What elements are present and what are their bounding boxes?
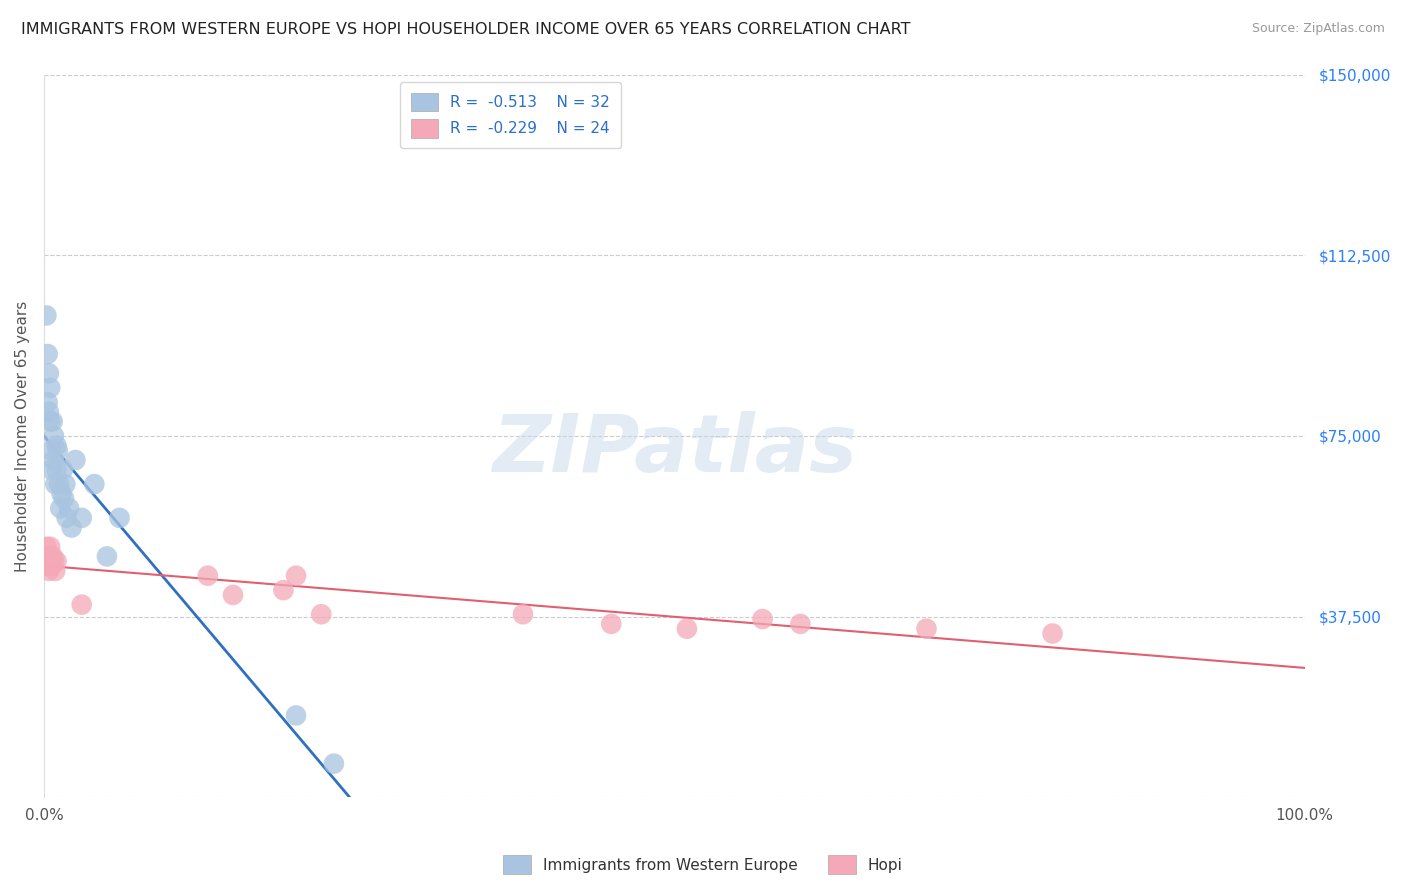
Legend: Immigrants from Western Europe, Hopi: Immigrants from Western Europe, Hopi xyxy=(498,849,908,880)
Point xyxy=(273,583,295,598)
Point xyxy=(44,564,66,578)
Point xyxy=(789,616,811,631)
Point xyxy=(44,477,66,491)
Point xyxy=(37,395,59,409)
Point xyxy=(65,453,87,467)
Point xyxy=(222,588,245,602)
Point xyxy=(46,443,69,458)
Point xyxy=(42,554,65,568)
Point xyxy=(39,381,62,395)
Point xyxy=(108,511,131,525)
Point xyxy=(45,439,67,453)
Point xyxy=(915,622,938,636)
Point xyxy=(35,540,58,554)
Point xyxy=(42,453,65,467)
Point xyxy=(38,564,60,578)
Point xyxy=(39,415,62,429)
Text: ZIPatlas: ZIPatlas xyxy=(492,411,856,490)
Point xyxy=(37,549,59,564)
Point xyxy=(676,622,699,636)
Point xyxy=(37,559,59,574)
Point xyxy=(58,501,80,516)
Point xyxy=(53,477,76,491)
Point xyxy=(51,487,73,501)
Point xyxy=(53,491,76,506)
Point xyxy=(512,607,534,622)
Point xyxy=(70,511,93,525)
Y-axis label: Householder Income Over 65 years: Householder Income Over 65 years xyxy=(15,301,30,572)
Point xyxy=(600,616,623,631)
Point xyxy=(37,347,59,361)
Point xyxy=(45,463,67,477)
Point xyxy=(41,549,63,564)
Point xyxy=(49,501,72,516)
Point xyxy=(1042,626,1064,640)
Point xyxy=(38,405,60,419)
Point xyxy=(41,559,63,574)
Point xyxy=(39,540,62,554)
Point xyxy=(285,568,308,582)
Point xyxy=(41,415,63,429)
Point xyxy=(38,366,60,380)
Point xyxy=(41,463,63,477)
Point xyxy=(41,443,63,458)
Point xyxy=(285,708,308,723)
Legend: R =  -0.513    N = 32, R =  -0.229    N = 24: R = -0.513 N = 32, R = -0.229 N = 24 xyxy=(399,82,621,148)
Point xyxy=(55,511,77,525)
Text: Source: ZipAtlas.com: Source: ZipAtlas.com xyxy=(1251,22,1385,36)
Text: IMMIGRANTS FROM WESTERN EUROPE VS HOPI HOUSEHOLDER INCOME OVER 65 YEARS CORRELAT: IMMIGRANTS FROM WESTERN EUROPE VS HOPI H… xyxy=(21,22,911,37)
Point xyxy=(38,549,60,564)
Point xyxy=(42,429,65,443)
Point xyxy=(70,598,93,612)
Point xyxy=(45,554,67,568)
Point xyxy=(322,756,344,771)
Point xyxy=(48,477,70,491)
Point xyxy=(197,568,219,582)
Point xyxy=(96,549,118,564)
Point xyxy=(35,309,58,323)
Point xyxy=(311,607,333,622)
Point xyxy=(60,520,83,534)
Point xyxy=(52,463,75,477)
Point xyxy=(83,477,105,491)
Point xyxy=(751,612,773,626)
